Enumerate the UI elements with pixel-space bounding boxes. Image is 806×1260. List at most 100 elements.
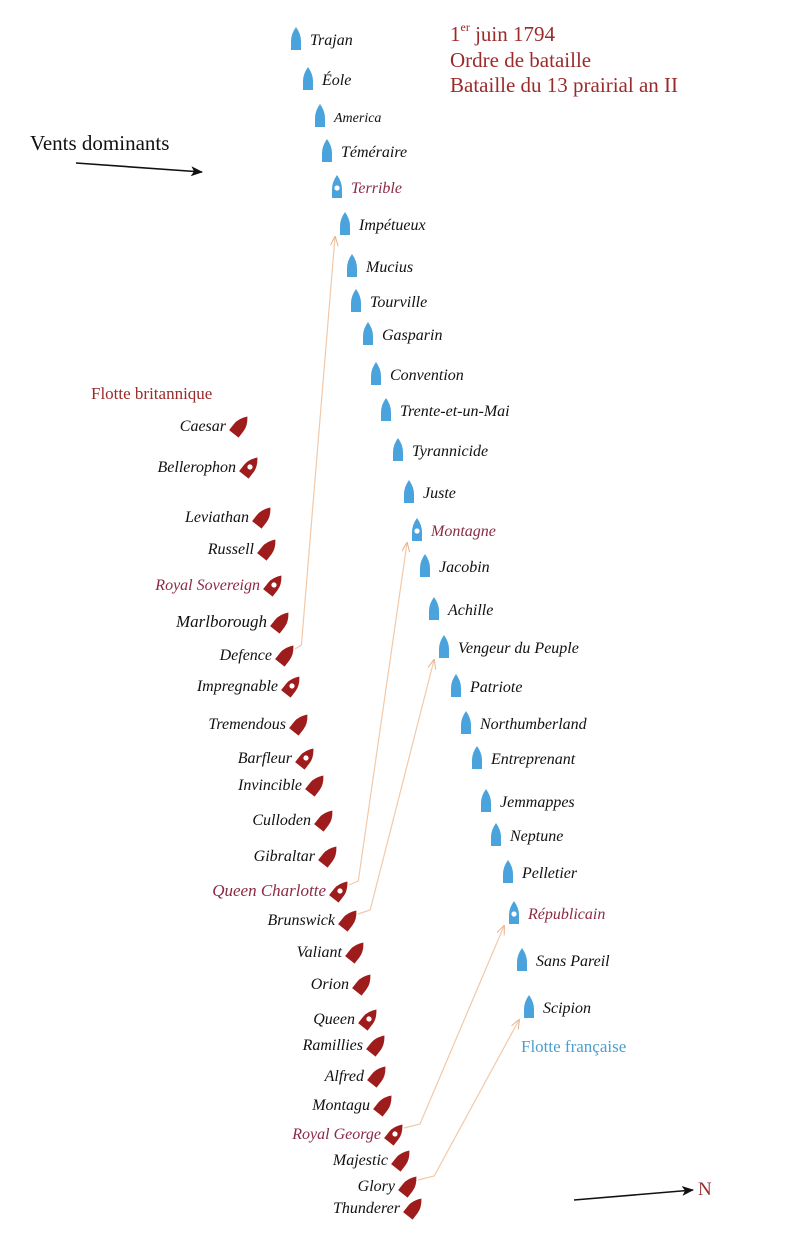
british-ship [329,881,348,903]
british-line: Caesar Bellerophon Leviathan Russell Royal S… [154,416,422,1220]
french-ship-hull [461,711,471,734]
british-ship-name: Royal Sovereign [154,577,260,594]
british-ship-name: Queen Charlotte [212,881,326,900]
french-ship-hull [524,995,534,1018]
french-ship-name: Républicain [527,906,605,923]
british-ship-name: Tremendous [208,716,286,733]
british-ship [281,676,300,698]
french-ship [420,554,430,577]
french-ship-hull [381,398,391,421]
flagship-marker [392,1131,398,1137]
british-ship-name: Brunswick [267,912,335,929]
french-ship-name: Trajan [310,32,353,49]
french-ship-name: Tourville [370,294,427,311]
british-ship-name: Culloden [252,812,311,829]
french-ship [363,322,373,345]
french-ship-name: Jemmappes [500,794,575,811]
french-ship-hull [439,635,449,658]
british-ship [367,1066,386,1088]
british-ship [318,846,337,868]
french-ship-hull [517,948,527,971]
french-ship-name: Scipion [543,1000,591,1017]
french-ship-name: Montagne [430,523,496,540]
breakthrough-track [357,660,434,915]
french-ship-hull [393,438,403,461]
french-ship-hull [351,289,361,312]
british-ship-name: Defence [219,647,272,664]
french-ship-hull [404,480,414,503]
french-ship-hull [429,597,439,620]
british-ship-name: Leviathan [184,509,249,526]
french-ship [429,597,439,620]
french-ship-name: Entreprenant [490,751,576,768]
british-ship-name: Caesar [180,418,227,435]
breakthrough-track [417,1020,519,1181]
british-ship-name: Gibraltar [254,848,316,865]
british-ship-name: Marlborough [175,612,267,631]
british-ship-hull [305,775,324,797]
french-ship-hull [491,823,501,846]
french-ship [381,398,391,421]
flagship-marker [334,185,340,191]
british-ship-hull [367,1066,386,1088]
french-ship-name: Mucius [365,259,413,276]
french-ship-name: Éole [321,70,351,89]
british-ship [366,1035,385,1057]
british-ship-hull [403,1198,422,1220]
french-ship-hull [315,104,325,127]
french-ship [491,823,501,846]
north-label: N [698,1179,712,1200]
french-line: Trajan Éole America Téméraire Terrible Impétu… [291,27,610,1018]
french-ship-name: Tyrannicide [412,443,488,460]
title-order: Ordre de bataille [450,48,592,72]
french-ship [303,67,313,90]
british-ship [252,507,271,529]
flagship-marker [511,911,517,917]
french-ship-name: Neptune [509,828,563,845]
french-ship [503,860,513,883]
british-ship-hull [229,416,248,438]
british-ship-hull [257,539,276,561]
british-ship-name: Russell [207,541,255,558]
british-ship [275,645,294,667]
british-ship-hull [314,810,333,832]
french-ship-hull [340,212,350,235]
british-ship-hull [270,612,289,634]
british-ship [229,416,248,438]
british-ship-hull [352,974,371,996]
french-ship [347,254,357,277]
french-ship-hull [363,322,373,345]
breakthrough-track [403,926,504,1129]
french-ship-hull [481,789,491,812]
breakthrough-track [348,543,407,886]
british-ship-name: Impregnable [196,678,278,695]
british-ship-name: Valiant [297,944,343,961]
british-ship-hull [318,846,337,868]
breakthrough-track [294,237,335,650]
british-ship-hull [338,910,357,932]
british-ship-hull [345,942,364,964]
british-ship-hull [289,714,308,736]
flagship-marker [366,1016,372,1022]
french-ship [371,362,381,385]
french-ship-hull [371,362,381,385]
flagship-marker [289,683,295,689]
british-ship-hull [373,1095,392,1117]
french-ship [393,438,403,461]
british-ship [314,810,333,832]
british-ship [305,775,324,797]
british-ship-name: Montagu [311,1097,370,1114]
flagship-marker [414,528,420,534]
british-ship-hull [252,507,271,529]
flagship-marker [303,755,309,761]
french-fleet-label: Flotte française [521,1037,627,1056]
french-ship-name: Gasparin [382,327,442,344]
flagship-marker [271,582,277,588]
french-ship-name: Patriote [469,679,522,696]
french-ship [461,711,471,734]
french-ship [517,948,527,971]
french-ship-name: America [333,111,381,126]
british-ship [345,942,364,964]
breakthrough-tracks [294,237,519,1181]
french-ship-hull [347,254,357,277]
